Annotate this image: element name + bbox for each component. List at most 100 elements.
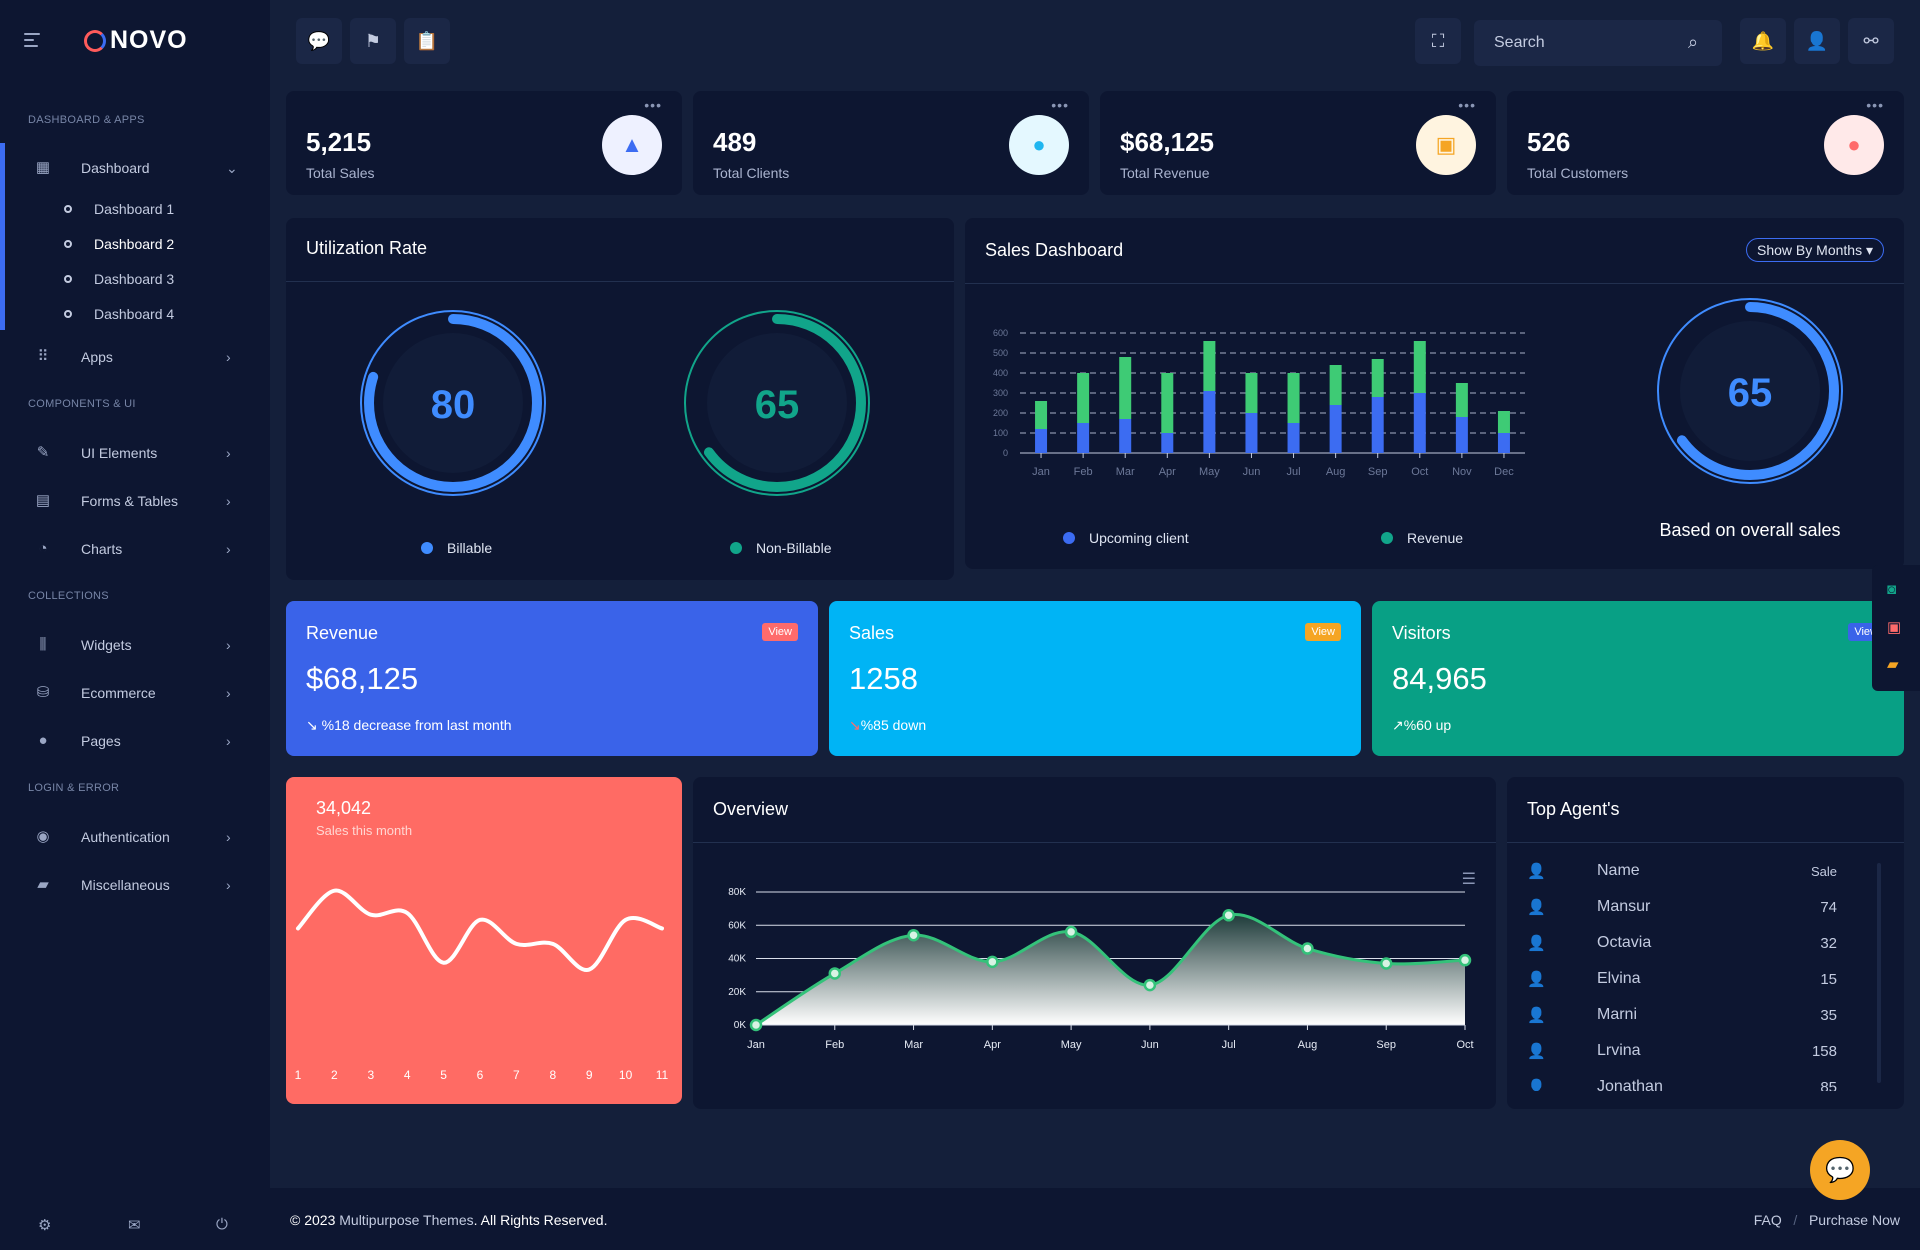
- sidebar-item-authentication[interactable]: ◉ Authentication ›: [0, 817, 270, 857]
- more-icon[interactable]: •••: [1458, 97, 1476, 113]
- x-tick-label: Jan: [747, 1039, 765, 1051]
- card-title: Sales: [849, 623, 895, 643]
- sidebar-item-miscellaneous[interactable]: ▰ Miscellaneous ›: [0, 865, 270, 905]
- sidebar-subitem-dashboard-3[interactable]: Dashboard 3: [64, 264, 174, 294]
- grid-icon: ▦: [35, 159, 51, 176]
- bar-segment: [1287, 373, 1300, 423]
- sidebar-item-label: Charts: [81, 541, 123, 557]
- sidebar-item-label: Pages: [81, 733, 121, 749]
- gauge-inner: [383, 333, 523, 473]
- circle-icon: [64, 205, 72, 213]
- table-row[interactable]: 👤 Jonathan 85: [1527, 1069, 1837, 1091]
- sidebar-subitem-dashboard-1[interactable]: Dashboard 1: [64, 194, 174, 224]
- sales-line: [296, 888, 664, 972]
- legend-revenue: Revenue: [1381, 530, 1463, 546]
- sidebar-item-dashboard[interactable]: ▦ Dashboard ⌄: [0, 148, 270, 188]
- x-tick-label: 11: [656, 1068, 669, 1082]
- view-badge[interactable]: View: [1305, 623, 1341, 641]
- chat-floating-button[interactable]: 💬: [1810, 1140, 1870, 1200]
- brand-logo[interactable]: NOVO: [84, 26, 188, 55]
- gauge-ring: [1657, 298, 1843, 484]
- camera-icon[interactable]: ◙: [1887, 581, 1897, 598]
- more-icon[interactable]: •••: [644, 97, 662, 113]
- floating-panel: ◙ ▣ ▰: [1872, 565, 1920, 691]
- bar-segment: [1329, 405, 1342, 453]
- x-tick-label: Dec: [1494, 466, 1514, 478]
- sidebar-item-ui-elements[interactable]: ✎ UI Elements ›: [0, 433, 270, 473]
- search-input[interactable]: [1474, 20, 1674, 66]
- stat-label: Total Sales: [306, 165, 375, 181]
- sidebar-subitem-dashboard-2[interactable]: Dashboard 2: [64, 229, 174, 259]
- flag-icon: ⚑: [364, 30, 382, 51]
- x-tick-label: Apr: [1159, 466, 1176, 478]
- more-icon[interactable]: •••: [1051, 97, 1069, 113]
- table-row[interactable]: 👤 Elvina 15: [1527, 961, 1837, 997]
- agent-sale: 85: [1820, 1078, 1837, 1092]
- card-title: Revenue: [306, 623, 379, 643]
- sidebar-subitem-dashboard-4[interactable]: Dashboard 4: [64, 299, 174, 329]
- table-row[interactable]: 👤 Mansur 74: [1527, 889, 1837, 925]
- bar-segment: [1203, 391, 1216, 453]
- sidebar-item-charts[interactable]: ◔ Charts ›: [0, 529, 270, 569]
- menu-toggle-icon[interactable]: [24, 33, 40, 47]
- y-tick-label: 20K: [728, 987, 746, 998]
- agent-sale: 15: [1820, 970, 1837, 988]
- comments-icon[interactable]: ▰: [1887, 656, 1899, 673]
- settings-toggle-button[interactable]: ⚯: [1848, 18, 1894, 64]
- data-point: [1064, 925, 1078, 939]
- logo-mark-icon: [84, 29, 106, 52]
- table-header: 👤 Name Sale: [1527, 853, 1837, 889]
- settings-icon[interactable]: ⚙: [38, 1217, 52, 1234]
- clipboard-button[interactable]: 📋: [404, 18, 450, 64]
- sales-month-card: 34,042 Sales this month 1 2 3 4 5 6 7 8 9 10 11: [286, 777, 682, 1104]
- scrollbar[interactable]: [1877, 863, 1881, 1083]
- y-tick-label: 40K: [728, 954, 746, 965]
- area-line: [755, 913, 1466, 1027]
- pencil-icon: ✎: [36, 444, 50, 461]
- sales-month-line-chart: 1 2 3 4 5 6 7 8 9 10 11: [295, 888, 669, 1082]
- y-tick-label: 200: [993, 408, 1008, 418]
- y-tick-label: 400: [993, 368, 1008, 378]
- table-row[interactable]: 👤 Marni 35: [1527, 997, 1837, 1033]
- chevron-right-icon: ›: [226, 685, 231, 701]
- show-by-months-dropdown[interactable]: Show By Months ▾: [1746, 238, 1884, 262]
- user-button[interactable]: 👤: [1794, 18, 1840, 64]
- x-tick-label: Apr: [984, 1039, 1001, 1051]
- flag-button[interactable]: ⚑: [350, 18, 396, 64]
- sidebar-item-ecommerce[interactable]: ⛁ Ecommerce ›: [0, 673, 270, 713]
- footer-separator: /: [1793, 1212, 1798, 1228]
- user-icon: 👤: [1527, 1043, 1546, 1060]
- agents-table[interactable]: 👤 Name Sale 👤 Mansur 74 👤 Octavia 32 👤 Elvina 15…: [1507, 847, 1904, 1091]
- purchase-link[interactable]: Purchase Now: [1808, 1212, 1900, 1228]
- power-icon[interactable]: ⏻: [216, 1216, 228, 1233]
- stat-label: Total Clients: [713, 165, 790, 181]
- faq-link[interactable]: FAQ: [1753, 1212, 1782, 1228]
- agent-sale: 32: [1820, 934, 1837, 952]
- chart-menu-icon[interactable]: ☰: [1461, 871, 1476, 888]
- sidebar-item-apps[interactable]: ⠿ Apps ›: [0, 337, 270, 377]
- table-row[interactable]: 👤 Octavia 32: [1527, 925, 1837, 961]
- view-badge[interactable]: View: [762, 623, 798, 641]
- fullscreen-button[interactable]: ⛶: [1415, 18, 1461, 64]
- notifications-button[interactable]: 🔔: [1740, 18, 1786, 64]
- image-icon[interactable]: ▣: [1887, 619, 1902, 636]
- legend-label: Non-Billable: [756, 540, 832, 556]
- table-row[interactable]: 👤 Lrvina 158: [1527, 1033, 1837, 1069]
- sidebar-item-widgets[interactable]: ⫼ Widgets ›: [0, 625, 270, 665]
- search-icon[interactable]: ⌕: [1688, 32, 1699, 52]
- agent-name: Octavia: [1597, 934, 1652, 951]
- trend-up-icon: ↗: [1392, 717, 1404, 733]
- circle-icon: [64, 310, 72, 318]
- x-tick-label: 6: [477, 1068, 484, 1082]
- company-link[interactable]: Multipurpose Themes: [339, 1212, 474, 1228]
- mail-icon[interactable]: ✉: [128, 1217, 141, 1234]
- stat-value: 526: [1527, 127, 1571, 157]
- sales-month-value: 34,042: [316, 798, 372, 818]
- legend-upcoming-client: Upcoming client: [1063, 530, 1189, 546]
- sidebar-item-pages[interactable]: ● Pages ›: [0, 721, 270, 761]
- sidebar-item-forms-tables[interactable]: ▤ Forms & Tables ›: [0, 481, 270, 521]
- x-tick-label: Jun: [1243, 466, 1261, 478]
- pie-icon: ◔: [38, 540, 48, 557]
- more-icon[interactable]: •••: [1866, 97, 1884, 113]
- chat-bubble-button[interactable]: 💬: [296, 18, 342, 64]
